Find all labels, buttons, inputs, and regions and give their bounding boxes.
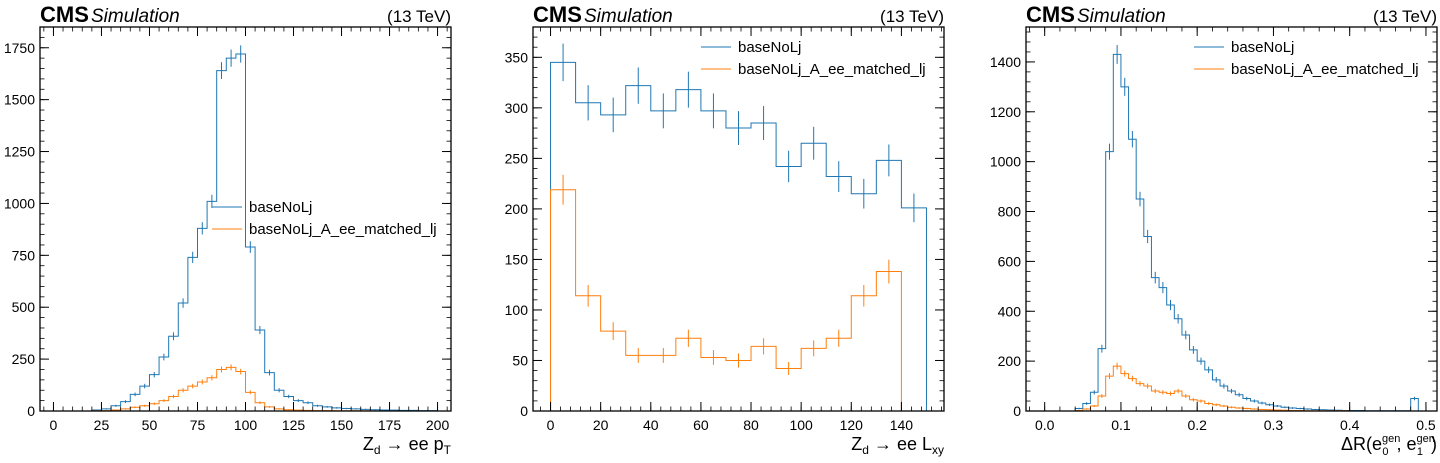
legend: baseNoLj baseNoLj_A_ee_matched_lj bbox=[212, 199, 437, 238]
x-tick-label: 25 bbox=[94, 417, 110, 433]
legend-label: baseNoLj bbox=[249, 199, 312, 216]
simulation-label: Simulation bbox=[91, 6, 180, 27]
y-tick-label: 350 bbox=[505, 49, 529, 65]
energy-label: (13 TeV) bbox=[1373, 7, 1437, 26]
x-tick-label: 120 bbox=[840, 417, 864, 433]
panel-1: 0 25 50 75 100 125 150 175 200 0 250 500 750 1000 1250… bbox=[4, 2, 452, 457]
cms-label: CMS bbox=[1026, 2, 1075, 27]
x-tick-label: 40 bbox=[643, 417, 659, 433]
x-axis-label: Zd → ee pT bbox=[363, 434, 452, 457]
y-tick-label: 200 bbox=[998, 353, 1022, 369]
legend-label: baseNoLj_A_ee_matched_lj bbox=[249, 221, 437, 238]
y-tick-label: 1250 bbox=[4, 144, 35, 160]
series-0 bbox=[550, 43, 927, 411]
histogram-step-line bbox=[1044, 53, 1419, 412]
y-tick-label: 1750 bbox=[4, 40, 35, 56]
x-tick-label: 75 bbox=[190, 417, 206, 433]
y-tick-label: 0 bbox=[520, 403, 528, 419]
simulation-label: Simulation bbox=[584, 6, 673, 27]
legend-label: baseNoLj_A_ee_matched_lj bbox=[1231, 61, 1419, 78]
y-tick-label: 1000 bbox=[4, 195, 35, 211]
x-tick-label: 0.4 bbox=[1340, 417, 1360, 433]
series-0 bbox=[1044, 44, 1419, 412]
x-tick-label: 100 bbox=[789, 417, 813, 433]
y-tick-label: 400 bbox=[998, 303, 1022, 319]
y-tick-label: 0 bbox=[1013, 403, 1021, 419]
x-tick-label: 150 bbox=[330, 417, 354, 433]
plot-frame bbox=[1025, 26, 1438, 412]
x-tick-label: 0.5 bbox=[1416, 417, 1436, 433]
x-axis-label: ΔR(egen 0, egen 1) bbox=[1341, 433, 1437, 458]
series-1 bbox=[1044, 362, 1419, 412]
x-tick-label: 60 bbox=[693, 417, 709, 433]
energy-label: (13 TeV) bbox=[880, 7, 944, 26]
panel-3: 0.0 0.1 0.2 0.3 0.4 0.5 0 200 400 600 800 1000 1200 1… bbox=[990, 2, 1438, 458]
legend: baseNoLj baseNoLj_A_ee_matched_lj bbox=[1194, 39, 1419, 78]
y-tick-label: 100 bbox=[505, 302, 529, 318]
histogram-step-line bbox=[550, 189, 927, 412]
legend: baseNoLj baseNoLj_A_ee_matched_lj bbox=[701, 39, 926, 78]
y-tick-label: 750 bbox=[12, 247, 36, 263]
x-tick-label: 175 bbox=[378, 417, 402, 433]
cms-label: CMS bbox=[40, 2, 89, 27]
x-tick-label: 100 bbox=[234, 417, 258, 433]
x-tick-label: 80 bbox=[743, 417, 759, 433]
x-tick-label: 20 bbox=[593, 417, 609, 433]
x-tick-label: 0.1 bbox=[1111, 417, 1131, 433]
y-tick-label: 200 bbox=[505, 201, 529, 217]
legend-label: baseNoLj_A_ee_matched_lj bbox=[738, 61, 926, 78]
panel-2: 0 20 40 60 80 100 120 140 0 50 100 150 200 250 300 350 C… bbox=[505, 2, 945, 457]
x-axis-label: Zd → ee Lxy bbox=[851, 434, 944, 457]
series-1 bbox=[550, 174, 927, 412]
x-tick-label: 200 bbox=[426, 417, 450, 433]
y-tick-label: 250 bbox=[12, 351, 36, 367]
cms-label: CMS bbox=[533, 2, 582, 27]
x-tick-label: 125 bbox=[282, 417, 306, 433]
x-tick-label: 0.2 bbox=[1187, 417, 1207, 433]
x-tick-label: 0 bbox=[50, 417, 58, 433]
x-tick-label: 50 bbox=[142, 417, 158, 433]
y-tick-label: 0 bbox=[27, 403, 35, 419]
energy-label: (13 TeV) bbox=[387, 7, 451, 26]
y-tick-label: 1200 bbox=[990, 104, 1021, 120]
x-tick-label: 0.0 bbox=[1035, 417, 1055, 433]
legend-label: baseNoLj bbox=[738, 39, 801, 56]
x-tick-label: 0 bbox=[547, 417, 555, 433]
y-tick-label: 600 bbox=[998, 253, 1022, 269]
y-tick-label: 50 bbox=[512, 352, 528, 368]
histogram-step-line bbox=[1044, 365, 1419, 412]
y-tick-label: 150 bbox=[505, 251, 529, 267]
y-tick-label: 800 bbox=[998, 204, 1022, 220]
y-tick-label: 1400 bbox=[990, 54, 1021, 70]
x-tick-label: 0.3 bbox=[1264, 417, 1284, 433]
simulation-label: Simulation bbox=[1077, 6, 1166, 27]
y-tick-label: 1000 bbox=[990, 154, 1021, 170]
y-tick-label: 500 bbox=[12, 299, 36, 315]
legend-label: baseNoLj bbox=[1231, 39, 1294, 56]
y-tick-label: 250 bbox=[505, 150, 529, 166]
y-tick-label: 300 bbox=[505, 100, 529, 116]
x-tick-label: 140 bbox=[890, 417, 914, 433]
y-tick-label: 1500 bbox=[4, 92, 35, 108]
